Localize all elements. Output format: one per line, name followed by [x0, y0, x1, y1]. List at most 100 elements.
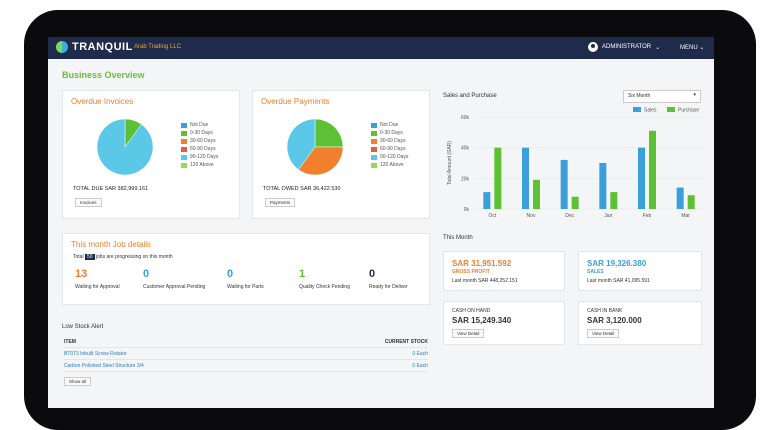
user-menu[interactable]: ADMINISTRATOR ⌄: [588, 42, 660, 52]
legend-swatch: [371, 122, 377, 128]
job-count[interactable]: 0: [369, 268, 376, 280]
job-status-label: Customer Approval Pending: [143, 284, 206, 290]
legend-swatch: [181, 122, 187, 128]
legend-item: 90-120 Days: [181, 153, 218, 161]
pie-legend: Not Due 0-30 Days 30-60 Days 60-90 Days 90-1…: [371, 121, 408, 169]
item-link[interactable]: Carbon Polished Steel Structure 3/4: [64, 363, 144, 369]
low-stock-title: Low Stock Alert: [62, 324, 104, 330]
cash-in-bank-value: SAR 3,120.000: [587, 316, 642, 325]
page-title: Business Overview: [62, 70, 145, 80]
legend-item: 30-60 Days: [371, 137, 408, 145]
jobs-suffix: jobs are progressing on this month: [95, 254, 173, 260]
table-row[interactable]: Carbon Polished Steel Structure 3/4 0 Ea…: [64, 361, 428, 372]
legend-label: 0-30 Days: [190, 130, 213, 136]
y-tick-label: 0k: [464, 207, 470, 213]
cash-on-hand-value: SAR 15,249.340: [452, 316, 512, 325]
legend-swatch: [371, 146, 377, 152]
legend-swatch: [181, 138, 187, 144]
legend-swatch: [181, 146, 187, 152]
show-all-button[interactable]: Show all: [64, 377, 92, 386]
logo-icon: [56, 41, 68, 53]
legend-item: Not Due: [181, 121, 218, 129]
pie-slice-90-120-days: [286, 118, 316, 171]
job-count[interactable]: 0: [143, 268, 150, 280]
y-tick-label: 20k: [461, 176, 470, 182]
x-tick-label: Oct: [488, 213, 496, 219]
legend-item: 0-30 Days: [181, 129, 218, 137]
pie-slice-0-30-days: [314, 118, 344, 148]
job-status-label: Waiting for Parts: [227, 284, 264, 290]
view-detail-button[interactable]: View Detail: [587, 329, 620, 338]
period-select[interactable]: Six Month ▾: [623, 90, 701, 103]
chevron-down-icon: ⌄: [655, 44, 661, 51]
brand-name: TRANQUIL: [72, 41, 133, 53]
pie-slice-90-120-days: [96, 118, 154, 176]
card-title: Overdue Payments: [261, 97, 330, 106]
table-row[interactable]: BT073 Inbuilt Screw Rotator 0 Each: [64, 349, 428, 360]
job-status-label: Ready for Deliver: [369, 284, 408, 290]
company-name[interactable]: Arab Trading LLC: [134, 44, 182, 50]
pie-chart: [96, 118, 154, 176]
job-count[interactable]: 13: [75, 268, 88, 280]
user-avatar-icon: [588, 42, 598, 52]
job-status-label: Waiting for Approval: [75, 284, 120, 290]
legend-label: 60-90 Days: [380, 146, 406, 152]
cash-in-bank-card: CASH IN BANK SAR 3,120.000 View Detail: [578, 301, 702, 345]
app-screen: TRANQUIL Arab Trading LLC ADMINISTRATOR …: [48, 37, 714, 408]
bar-purchase-oct: [494, 147, 502, 209]
cash-on-hand-card: CASH ON HAND SAR 15,249.340 View Detail: [443, 301, 565, 345]
card-title: This month Job details: [71, 240, 152, 249]
bar-purchase-mar: [687, 195, 695, 209]
view-detail-button[interactable]: View Detail: [452, 329, 485, 338]
job-status-label: Quality Check Pending: [299, 284, 350, 290]
stock-value: 0 Each: [412, 363, 428, 369]
job-details-card: This month Job details Total 50 jobs are…: [62, 233, 430, 305]
legend-label: 60-90 Days: [190, 146, 216, 152]
y-tick-label: 40k: [461, 146, 470, 152]
legend-swatch: [181, 162, 187, 168]
legend-swatch: [371, 130, 377, 136]
brand-logo[interactable]: TRANQUIL: [56, 41, 133, 53]
main-menu-button[interactable]: MENU ⌄: [680, 44, 704, 51]
sales-purchase-title: Sales and Purchase: [443, 93, 497, 99]
card-title: Overdue Invoices: [71, 97, 134, 106]
gross-profit-card: SAR 31,951.592 GROSS PROFIT Last month S…: [443, 251, 565, 291]
legend-item: Not Due: [371, 121, 408, 129]
y-axis-label: Total Amount (SAR): [447, 141, 453, 185]
legend-swatch: [371, 162, 377, 168]
legend-label: 90-120 Days: [190, 154, 219, 160]
bar-purchase-jan: [610, 192, 618, 209]
chevron-down-icon: ▾: [693, 92, 696, 98]
job-count[interactable]: 1: [299, 268, 306, 280]
sales-card: SAR 19,326.380 SALES Last month SAR 41,0…: [578, 251, 702, 291]
overdue-invoices-card: Overdue Invoices Not Due 0-30 Days 30-60 D…: [62, 90, 240, 219]
job-count[interactable]: 0: [227, 268, 234, 280]
payments-button[interactable]: Payments: [265, 198, 296, 207]
period-select-value: Six Month: [628, 93, 651, 99]
legend-item: 60-90 Days: [371, 145, 408, 153]
jobs-count-badge: 50: [84, 254, 95, 260]
bar-sales-feb: [638, 147, 645, 209]
legend-swatch: [371, 138, 377, 144]
gross-profit-label: GROSS PROFIT: [452, 269, 490, 275]
pie-chart: [286, 118, 344, 176]
sales-last-month: Last month SAR 41,095.591: [587, 278, 650, 284]
bar-sales-dec: [560, 159, 568, 209]
invoices-button[interactable]: Invoices: [75, 198, 102, 207]
item-link[interactable]: BT073 Inbuilt Screw Rotator: [64, 351, 127, 357]
gross-profit-value: SAR 31,951.592: [452, 259, 512, 268]
legend-label: Sales: [644, 108, 657, 114]
jobs-summary: Total 50 jobs are progressing on this mo…: [73, 254, 173, 260]
cash-on-hand-label: CASH ON HAND: [452, 308, 491, 314]
x-tick-label: Feb: [643, 213, 652, 219]
x-tick-label: Dec: [565, 213, 574, 219]
legend-item: 120 Above: [371, 161, 408, 169]
pie-slice-30-60-days: [298, 146, 344, 176]
bar-sales-nov: [522, 147, 529, 209]
x-tick-label: Mar: [681, 213, 690, 219]
bar-purchase-feb: [649, 130, 656, 209]
legend-item: 90-120 Days: [371, 153, 408, 161]
legend-label: 120 Above: [380, 162, 404, 168]
bar-sales-mar: [676, 187, 684, 209]
low-stock-header: ITEM CURRENT STOCK: [64, 337, 428, 348]
